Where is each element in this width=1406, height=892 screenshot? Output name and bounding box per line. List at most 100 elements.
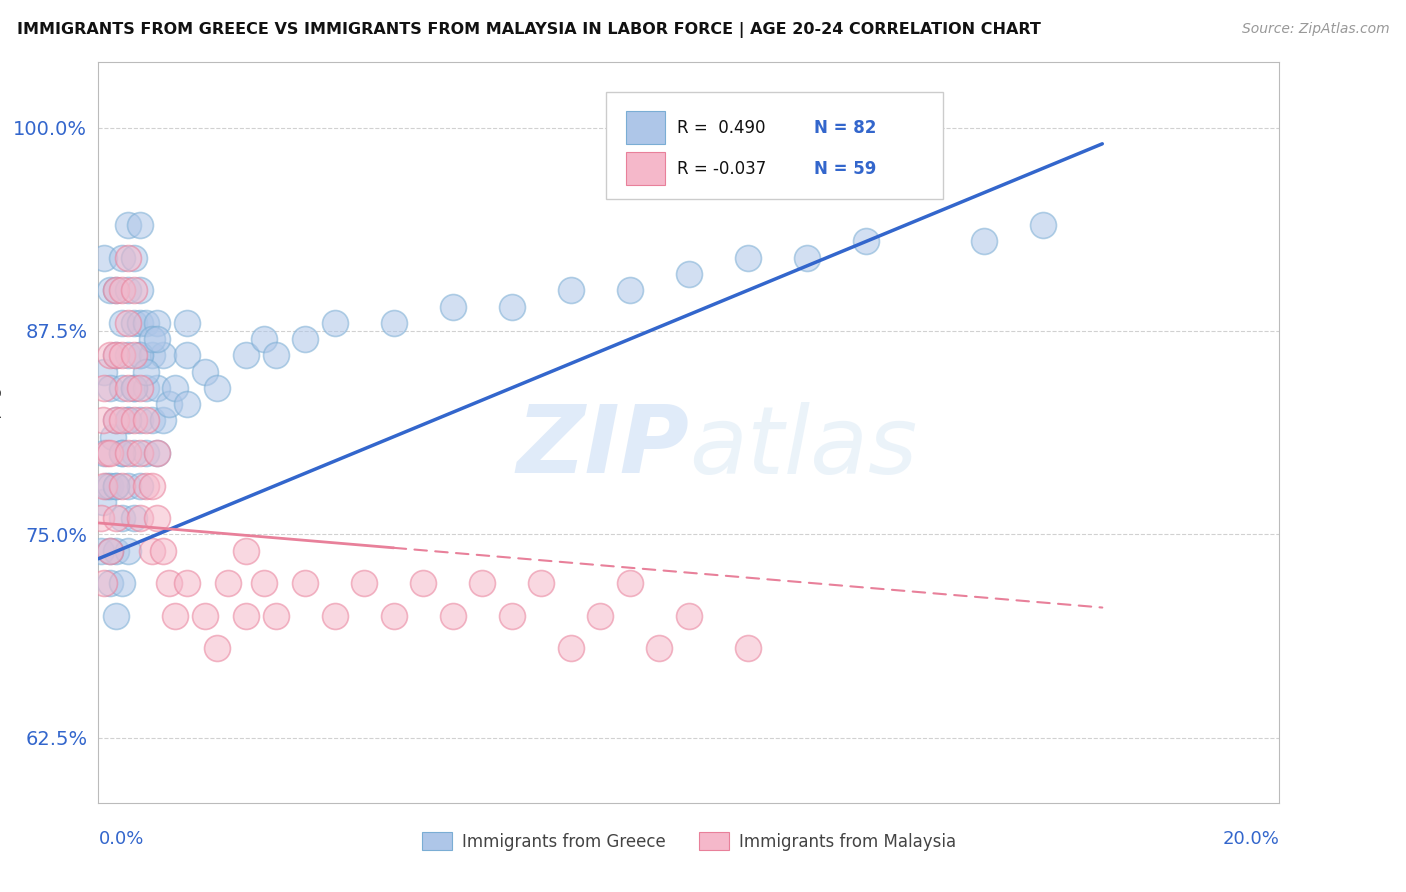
- Point: [117, 218, 139, 232]
- Point: [103, 430, 125, 444]
- Text: IMMIGRANTS FROM GREECE VS IMMIGRANTS FROM MALAYSIA IN LABOR FORCE | AGE 20-24 CO: IMMIGRANTS FROM GREECE VS IMMIGRANTS FRO…: [17, 22, 1040, 38]
- Point: [105, 478, 128, 492]
- Point: [323, 316, 346, 330]
- Point: [973, 235, 995, 249]
- Point: [122, 251, 145, 265]
- Point: [105, 413, 128, 427]
- Point: [111, 316, 134, 330]
- Point: [98, 348, 121, 362]
- Text: 0.0%: 0.0%: [98, 830, 143, 847]
- Point: [135, 381, 157, 395]
- Point: [146, 511, 169, 525]
- Text: atlas: atlas: [689, 402, 917, 493]
- Point: [157, 397, 180, 411]
- Point: [194, 608, 217, 623]
- Point: [117, 413, 139, 427]
- Point: [128, 348, 150, 362]
- Point: [501, 300, 523, 314]
- Point: [93, 365, 115, 379]
- Point: [128, 381, 150, 395]
- Point: [135, 316, 157, 330]
- Point: [111, 283, 134, 297]
- Point: [91, 413, 114, 427]
- Point: [141, 332, 163, 346]
- Point: [122, 283, 145, 297]
- Point: [176, 348, 198, 362]
- Point: [122, 381, 145, 395]
- Point: [737, 251, 759, 265]
- Point: [111, 413, 134, 427]
- Point: [98, 543, 121, 558]
- Text: Source: ZipAtlas.com: Source: ZipAtlas.com: [1241, 22, 1389, 37]
- Point: [205, 381, 228, 395]
- Point: [855, 235, 877, 249]
- Point: [217, 576, 239, 591]
- Point: [648, 641, 671, 656]
- Point: [117, 283, 139, 297]
- Point: [323, 608, 346, 623]
- Point: [93, 576, 115, 591]
- Point: [619, 283, 641, 297]
- Point: [441, 300, 464, 314]
- Point: [105, 608, 128, 623]
- Point: [98, 381, 121, 395]
- Point: [111, 251, 134, 265]
- Point: [253, 576, 276, 591]
- Point: [128, 348, 150, 362]
- Point: [141, 348, 163, 362]
- Point: [152, 348, 174, 362]
- Point: [96, 446, 118, 460]
- Point: [105, 413, 128, 427]
- Point: [264, 348, 287, 362]
- Point: [205, 641, 228, 656]
- Point: [128, 283, 150, 297]
- Point: [176, 397, 198, 411]
- Point: [93, 446, 115, 460]
- Point: [117, 316, 139, 330]
- Point: [111, 348, 134, 362]
- Point: [146, 381, 169, 395]
- Point: [111, 446, 134, 460]
- Point: [441, 608, 464, 623]
- Point: [264, 608, 287, 623]
- Point: [165, 608, 187, 623]
- Point: [117, 446, 139, 460]
- Point: [111, 446, 134, 460]
- Point: [152, 413, 174, 427]
- Point: [141, 478, 163, 492]
- Point: [105, 283, 128, 297]
- Point: [105, 511, 128, 525]
- Point: [111, 576, 134, 591]
- Point: [93, 478, 115, 492]
- Point: [235, 543, 257, 558]
- Point: [122, 413, 145, 427]
- Point: [141, 413, 163, 427]
- Point: [122, 511, 145, 525]
- Point: [128, 316, 150, 330]
- Text: N = 59: N = 59: [814, 160, 876, 178]
- Point: [96, 478, 118, 492]
- Point: [146, 332, 169, 346]
- Point: [91, 495, 114, 509]
- Text: R =  0.490: R = 0.490: [678, 119, 766, 136]
- Text: N = 82: N = 82: [814, 119, 876, 136]
- Point: [146, 316, 169, 330]
- Point: [235, 608, 257, 623]
- Point: [122, 348, 145, 362]
- Point: [117, 478, 139, 492]
- Point: [530, 576, 553, 591]
- Point: [194, 365, 217, 379]
- Point: [128, 218, 150, 232]
- Point: [294, 576, 316, 591]
- Point: [93, 381, 115, 395]
- Point: [128, 478, 150, 492]
- Point: [135, 446, 157, 460]
- Text: ZIP: ZIP: [516, 401, 689, 493]
- Point: [737, 641, 759, 656]
- Point: [678, 608, 700, 623]
- Point: [796, 251, 818, 265]
- Point: [253, 332, 276, 346]
- Point: [105, 283, 128, 297]
- Point: [111, 511, 134, 525]
- Point: [122, 446, 145, 460]
